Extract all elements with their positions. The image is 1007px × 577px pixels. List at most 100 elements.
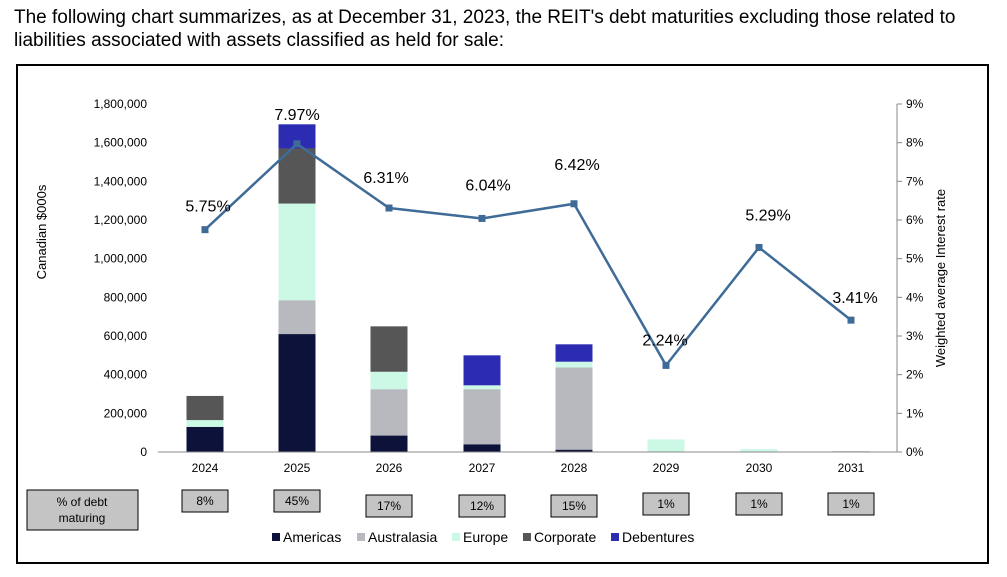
pct-box: 1% bbox=[642, 492, 690, 516]
rate-data-label: 5.29% bbox=[745, 207, 790, 224]
pct-box: 12% bbox=[458, 494, 506, 518]
pct-box: 17% bbox=[365, 494, 413, 518]
x-tick-label: 2031 bbox=[838, 461, 865, 475]
legend-swatch bbox=[452, 533, 460, 541]
intro-paragraph: The following chart summarizes, as at De… bbox=[14, 7, 956, 51]
pct-box-bg bbox=[735, 492, 783, 516]
pct-box: 8% bbox=[181, 489, 229, 513]
bar-segment bbox=[463, 355, 501, 386]
pct-header-line1: % of debt bbox=[57, 495, 108, 509]
rate-data-label: 7.97% bbox=[274, 107, 319, 124]
pct-box-bg bbox=[181, 489, 229, 513]
x-tick-label: 2026 bbox=[376, 461, 403, 475]
rate-data-label: 6.31% bbox=[363, 170, 408, 187]
bar-segment bbox=[463, 389, 501, 445]
bar-segment bbox=[370, 389, 408, 436]
y-tick-label: 600,000 bbox=[104, 329, 148, 343]
pct-box: 45% bbox=[273, 489, 321, 513]
y-tick-label: 1,400,000 bbox=[94, 174, 148, 188]
legend-label: Americas bbox=[283, 529, 341, 545]
y2-tick-label: 8% bbox=[906, 136, 924, 150]
bar-segment bbox=[555, 344, 593, 362]
pct-box-bg bbox=[365, 494, 413, 518]
pct-box-label: 8% bbox=[196, 494, 214, 508]
legend-label: Europe bbox=[463, 529, 508, 545]
legend-swatch bbox=[611, 533, 619, 541]
rate-data-label: 2.24% bbox=[642, 332, 687, 349]
y2-tick-label: 9% bbox=[906, 97, 924, 111]
y2-tick-label: 2% bbox=[906, 368, 924, 382]
bar-segment bbox=[186, 420, 224, 427]
y-tick-label: 400,000 bbox=[104, 368, 148, 382]
pct-box: 1% bbox=[735, 492, 783, 516]
bar-segment bbox=[463, 385, 501, 390]
pct-box-label: 1% bbox=[750, 497, 768, 511]
pct-header-line2: maturing bbox=[59, 511, 106, 525]
bar-segment bbox=[370, 371, 408, 390]
bar-segment bbox=[278, 334, 316, 452]
y2-tick-label: 4% bbox=[906, 290, 924, 304]
pct-box-bg bbox=[273, 489, 321, 513]
pct-box-label: 1% bbox=[842, 497, 860, 511]
line-marker bbox=[755, 243, 763, 251]
x-tick-label: 2024 bbox=[192, 461, 219, 475]
y2-tick-label: 7% bbox=[906, 174, 924, 188]
pct-box-bg bbox=[642, 492, 690, 516]
line-marker bbox=[201, 226, 209, 234]
x-tick-label: 2027 bbox=[469, 461, 496, 475]
bar-segment bbox=[555, 361, 593, 368]
rate-data-label: 6.04% bbox=[465, 177, 510, 194]
legend-swatch bbox=[523, 533, 531, 541]
legend-label: Corporate bbox=[534, 529, 596, 545]
legend-label: Australasia bbox=[368, 529, 437, 545]
legend-swatch bbox=[272, 533, 280, 541]
y-tick-label: 1,600,000 bbox=[94, 136, 148, 150]
y2-tick-label: 0% bbox=[906, 445, 924, 459]
pct-box: 1% bbox=[827, 492, 875, 516]
bar-segment bbox=[278, 300, 316, 335]
line-marker bbox=[293, 140, 301, 148]
y2-tick-label: 6% bbox=[906, 213, 924, 227]
bar-segment bbox=[740, 449, 778, 452]
x-tick-label: 2029 bbox=[653, 461, 680, 475]
y2-tick-label: 1% bbox=[906, 406, 924, 420]
rate-data-label: 6.42% bbox=[554, 157, 599, 174]
pct-box-label: 17% bbox=[377, 499, 401, 513]
pct-box-label: 45% bbox=[285, 494, 309, 508]
y2-tick-label: 5% bbox=[906, 252, 924, 266]
x-tick-label: 2030 bbox=[746, 461, 773, 475]
bar-segment bbox=[186, 395, 224, 421]
pct-box-label: 12% bbox=[470, 499, 494, 513]
bar-segment bbox=[555, 449, 593, 452]
rate-data-label: 5.75% bbox=[185, 199, 230, 216]
y-tick-label: 200,000 bbox=[104, 406, 148, 420]
line-marker bbox=[385, 204, 393, 212]
bar-segment bbox=[278, 203, 316, 301]
y-tick-label: 1,000,000 bbox=[94, 252, 148, 266]
line-marker bbox=[847, 316, 855, 324]
pct-box-label: 1% bbox=[657, 497, 675, 511]
y-tick-label: 0 bbox=[140, 445, 147, 459]
bar-segment bbox=[370, 435, 408, 452]
bar-segment bbox=[463, 444, 501, 452]
rate-data-label: 3.41% bbox=[832, 290, 877, 307]
legend-swatch bbox=[357, 533, 365, 541]
pct-header-bg bbox=[26, 489, 139, 531]
bar-segment bbox=[555, 367, 593, 450]
line-marker bbox=[662, 361, 670, 369]
x-tick-label: 2025 bbox=[284, 461, 311, 475]
pct-box: 15% bbox=[550, 494, 598, 518]
y2-axis-title: Weighted average Interest rate bbox=[933, 189, 948, 367]
pct-box-label: 15% bbox=[562, 499, 586, 513]
bar-segment bbox=[370, 326, 408, 372]
y2-tick-label: 3% bbox=[906, 329, 924, 343]
line-marker bbox=[570, 200, 578, 208]
legend-label: Debentures bbox=[622, 529, 694, 545]
y-tick-label: 1,800,000 bbox=[94, 97, 148, 111]
bar-segment bbox=[647, 439, 685, 452]
line-marker bbox=[478, 214, 486, 222]
chart-frame bbox=[16, 64, 989, 564]
pct-box-bg bbox=[458, 494, 506, 518]
y-axis-title: Canadian $000s bbox=[34, 184, 49, 279]
